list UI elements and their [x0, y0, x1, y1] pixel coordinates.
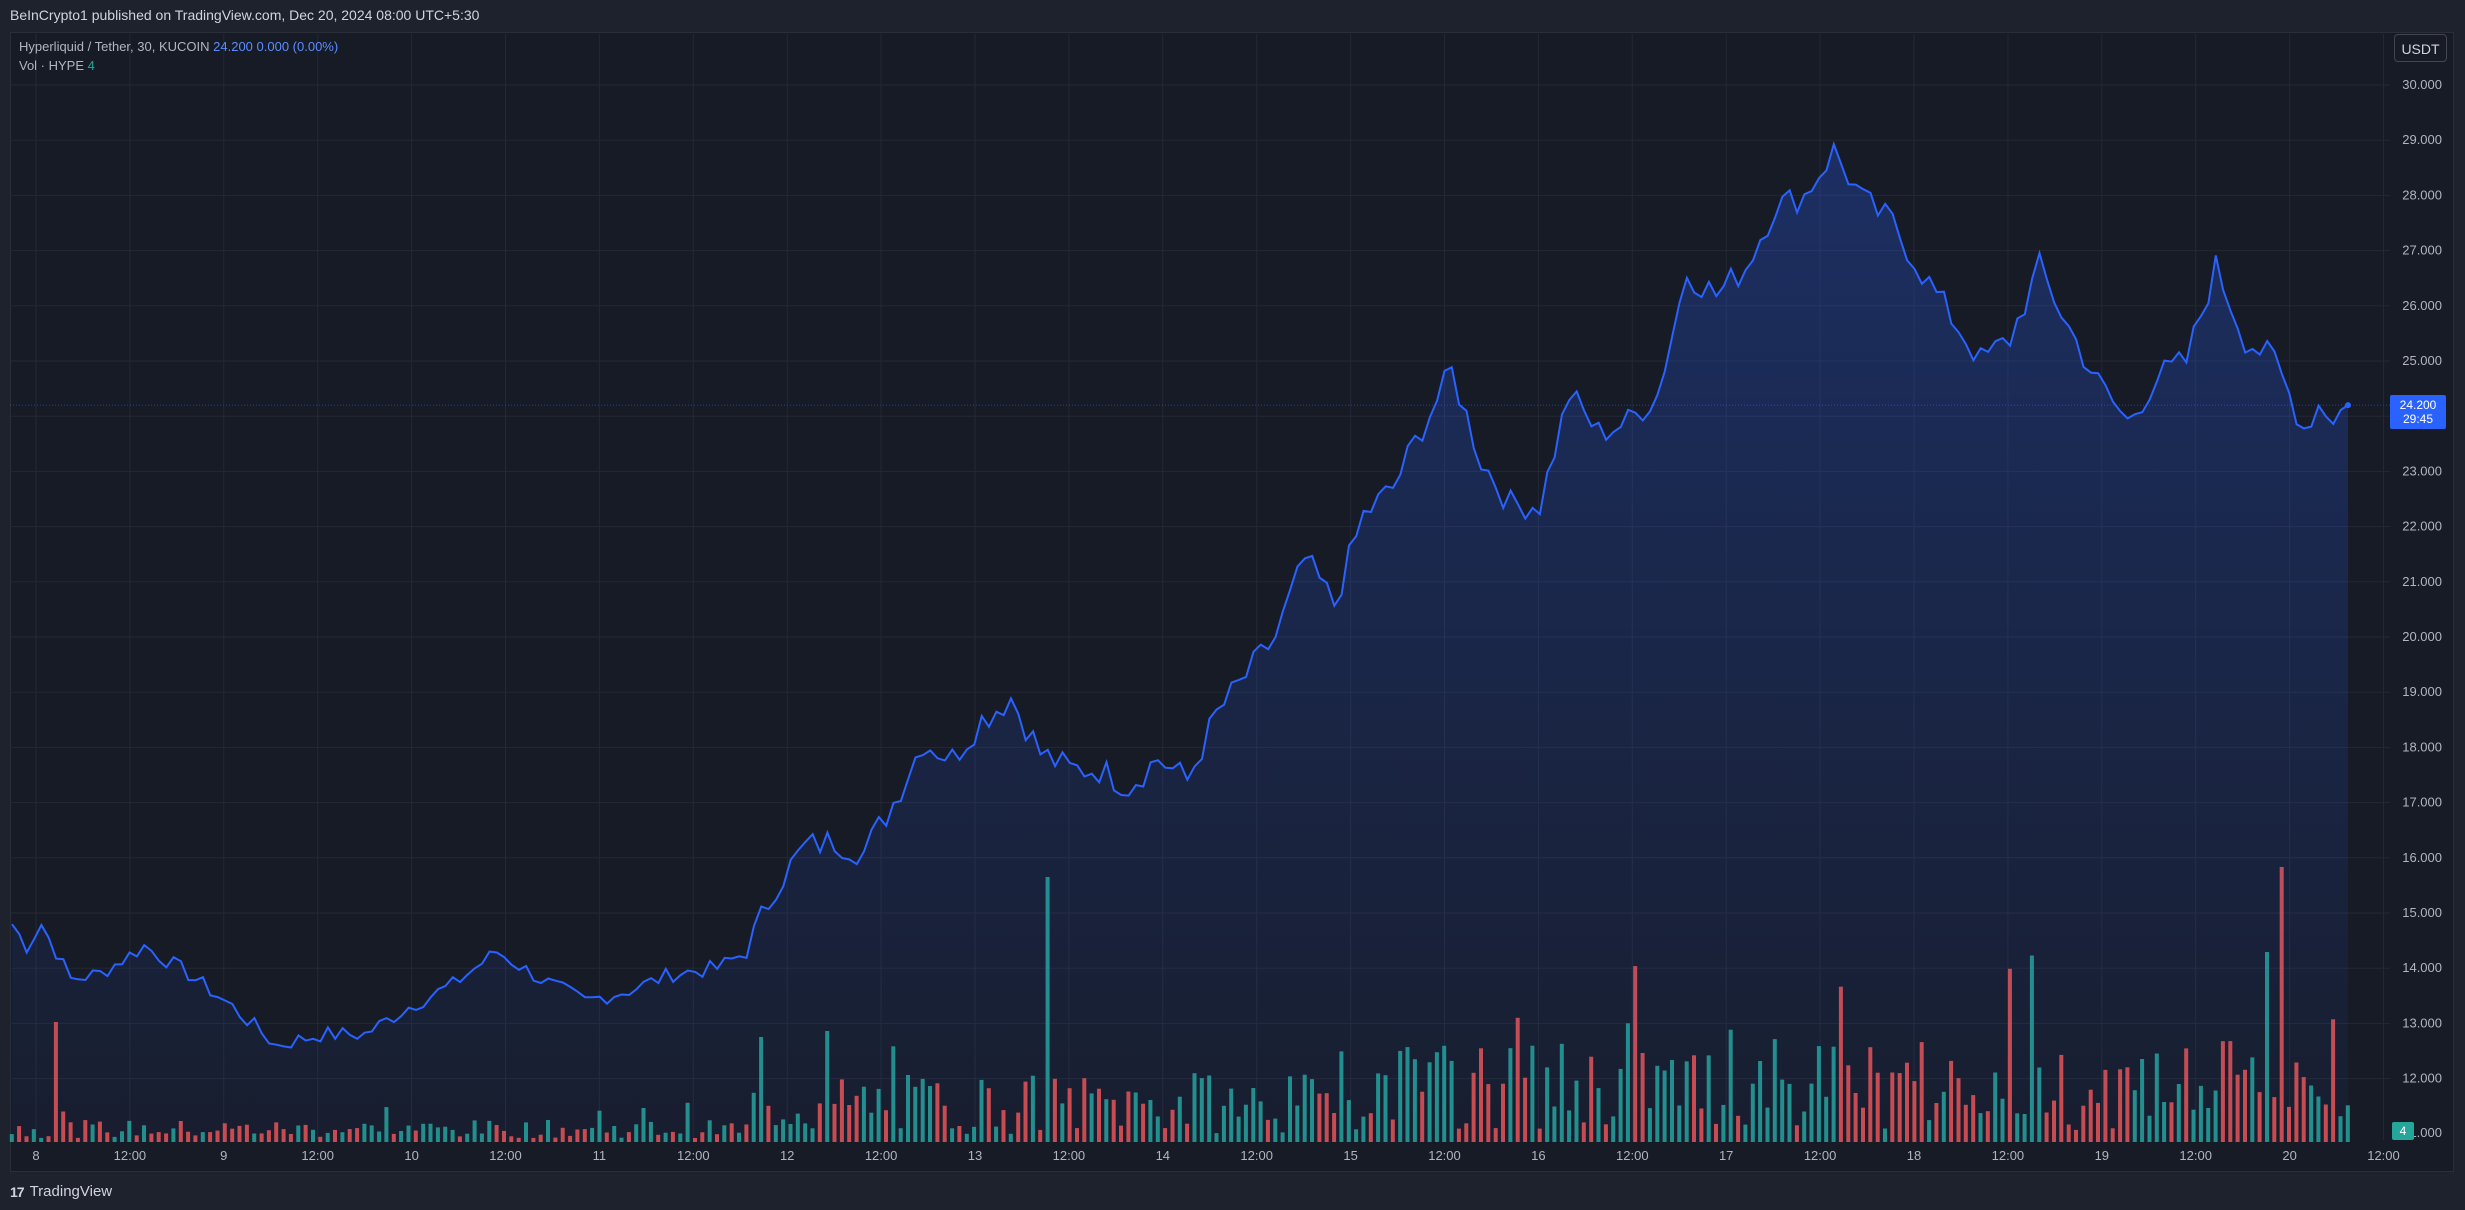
- price-tick-label: 29.000: [2402, 132, 2442, 147]
- footer: 17 TradingView: [0, 1172, 2465, 1210]
- price-tick-label: 28.000: [2402, 187, 2442, 202]
- volume-value: 4: [87, 58, 95, 73]
- time-tick-label: 13: [968, 1148, 982, 1163]
- price-line: [11, 140, 2349, 1049]
- price-tick-label: 27.000: [2402, 243, 2442, 258]
- time-tick-label: 12:00: [301, 1148, 334, 1163]
- time-tick-label: 12:00: [1992, 1148, 2025, 1163]
- price-tick-label: 17.000: [2402, 795, 2442, 810]
- price-tick-label: 19.000: [2402, 684, 2442, 699]
- current-price-tag: 24.200 29:45: [2390, 395, 2446, 429]
- price-tick-label: 23.000: [2402, 463, 2442, 478]
- time-tick-label: 12:00: [1428, 1148, 1461, 1163]
- price-tick-label: 12.000: [2402, 1071, 2442, 1086]
- current-price-label: 24.200: [2399, 398, 2437, 412]
- publish-info: BeInCrypto1 published on TradingView.com…: [10, 7, 480, 23]
- price-tick-label: 25.000: [2402, 353, 2442, 368]
- time-tick-label: 17: [1719, 1148, 1733, 1163]
- price-area-fill: [12, 144, 2348, 1142]
- time-tick-label: 18: [1907, 1148, 1921, 1163]
- bar-countdown: 29:45: [2402, 412, 2434, 426]
- time-tick-label: 12:00: [2367, 1148, 2400, 1163]
- time-tick-label: 12:00: [865, 1148, 898, 1163]
- time-tick-label: 12:00: [1053, 1148, 1086, 1163]
- symbol-legend[interactable]: Hyperliquid / Tether, 30, KUCOIN 24.200 …: [19, 39, 338, 54]
- price-tick-label: 18.000: [2402, 739, 2442, 754]
- time-tick-label: 19: [2095, 1148, 2109, 1163]
- price-tick-label: 21.000: [2402, 574, 2442, 589]
- time-scale[interactable]: 8 12:00 9 12:00 10 12:00 11 12:00 12 12:00 13 12:00…: [32, 1148, 2399, 1163]
- time-tick-label: 9: [220, 1148, 227, 1163]
- price-tick-label: 16.000: [2402, 850, 2442, 865]
- time-tick-label: 8: [32, 1148, 39, 1163]
- price-tick-label: 15.000: [2402, 905, 2442, 920]
- time-tick-label: 12:00: [1804, 1148, 1837, 1163]
- last-price-value: 24.200: [213, 39, 253, 54]
- time-tick-label: 12:00: [2179, 1148, 2212, 1163]
- time-tick-label: 12:00: [677, 1148, 710, 1163]
- symbol-title[interactable]: Hyperliquid / Tether, 30, KUCOIN: [19, 39, 210, 54]
- time-tick-label: 12: [780, 1148, 794, 1163]
- price-tick-label: 20.000: [2402, 629, 2442, 644]
- time-tick-label: 12:00: [489, 1148, 522, 1163]
- price-tick-label: 14.000: [2402, 960, 2442, 975]
- tradingview-logo-icon: 17: [10, 1183, 25, 1200]
- price-tick-label: 30.000: [2402, 77, 2442, 92]
- price-tick-label: 26.000: [2402, 298, 2442, 313]
- time-tick-label: 20: [2282, 1148, 2296, 1163]
- price-scale[interactable]: 30.00029.00028.00027.00026.00025.00024.0…: [2402, 77, 2442, 1140]
- tradingview-brand[interactable]: 17 TradingView: [10, 1183, 112, 1200]
- time-tick-label: 12:00: [114, 1148, 147, 1163]
- time-tick-label: 15: [1343, 1148, 1357, 1163]
- time-tick-label: 14: [1156, 1148, 1170, 1163]
- price-tick-label: 13.000: [2402, 1015, 2442, 1030]
- brand-name: TradingView: [29, 1183, 113, 1200]
- time-tick-label: 12:00: [1240, 1148, 1273, 1163]
- currency-unit-button[interactable]: USDT: [2394, 34, 2447, 62]
- price-tick-label: 1.000: [2409, 1125, 2442, 1140]
- publish-header: BeInCrypto1 published on TradingView.com…: [0, 0, 2465, 32]
- price-change-value: 0.000 (0.00%): [256, 39, 339, 54]
- volume-badge: 4: [2392, 1122, 2414, 1140]
- time-tick-label: 16: [1531, 1148, 1545, 1163]
- time-tick-label: 11: [593, 1148, 607, 1163]
- volume-legend[interactable]: Vol · HYPE 4: [19, 58, 95, 73]
- price-tick-label: 22.000: [2402, 519, 2442, 534]
- volume-bar: [9, 1134, 14, 1142]
- volume-label[interactable]: Vol · HYPE: [19, 58, 85, 73]
- time-tick-label: 10: [404, 1148, 418, 1163]
- last-price-dot: [2345, 402, 2351, 409]
- time-tick-label: 12:00: [1616, 1148, 1649, 1163]
